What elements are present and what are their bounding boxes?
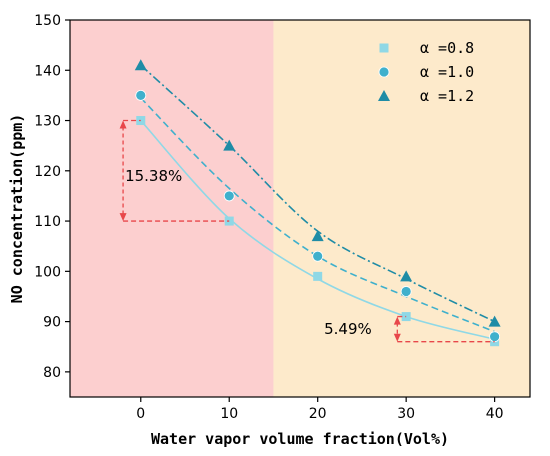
y-tick-label: 110 <box>34 214 61 230</box>
legend-label-0: α =0.8 <box>420 39 474 57</box>
annotation-label: 15.38% <box>125 167 182 185</box>
region-0 <box>70 20 274 397</box>
legend: α =0.8 α =1.0 α =1.2 <box>378 39 474 105</box>
annotation-arrow-head <box>393 333 401 342</box>
data-point-2 <box>311 230 324 242</box>
y-tick-label: 90 <box>43 315 61 331</box>
data-point-2 <box>488 315 501 327</box>
annotation-arrow-head <box>393 316 401 325</box>
data-point-1 <box>400 286 412 297</box>
annotation-arrow-head <box>119 120 127 129</box>
x-axis: 0 10 20 30 40 <box>136 397 504 422</box>
data-points <box>134 59 501 347</box>
data-point-2 <box>400 270 413 282</box>
data-point-2 <box>223 139 236 151</box>
x-tick-label: 0 <box>136 406 145 422</box>
legend-marker-0 <box>379 43 389 53</box>
data-point-1 <box>223 190 235 202</box>
y-tick-label: 120 <box>34 164 61 180</box>
region-1 <box>273 20 530 397</box>
x-tick-label: 40 <box>486 406 504 422</box>
data-point-2 <box>134 59 147 71</box>
legend-label-2: α =1.2 <box>420 87 474 105</box>
annotation-label: 5.49% <box>324 320 372 338</box>
data-point-1 <box>489 331 501 343</box>
y-tick-label: 150 <box>34 13 61 29</box>
data-point-1 <box>312 250 324 262</box>
plot-frame <box>69 19 531 398</box>
data-point-0 <box>313 271 323 281</box>
x-tick-label: 20 <box>309 406 327 422</box>
y-axis: 80 90 100 110 120 130 140 150 <box>34 13 70 381</box>
legend-label-1: α =1.0 <box>420 63 474 81</box>
y-tick-label: 80 <box>43 365 61 381</box>
annotation-arrow-head <box>119 213 127 222</box>
y-tick-label: 140 <box>34 63 61 79</box>
x-axis-title: Water vapor volume fraction(Vol%) <box>151 430 449 448</box>
background-regions <box>70 20 530 397</box>
x-tick-label: 10 <box>220 406 238 422</box>
y-tick-label: 100 <box>34 264 61 280</box>
y-axis-title: NO concentration(ppm) <box>8 114 26 304</box>
data-point-1 <box>135 90 147 101</box>
x-tick-label: 30 <box>397 406 415 422</box>
legend-marker-1 <box>378 66 390 78</box>
legend-marker-2 <box>378 90 390 101</box>
annotations: 15.38% 5.49% <box>119 119 495 343</box>
y-tick-label: 130 <box>34 114 61 130</box>
